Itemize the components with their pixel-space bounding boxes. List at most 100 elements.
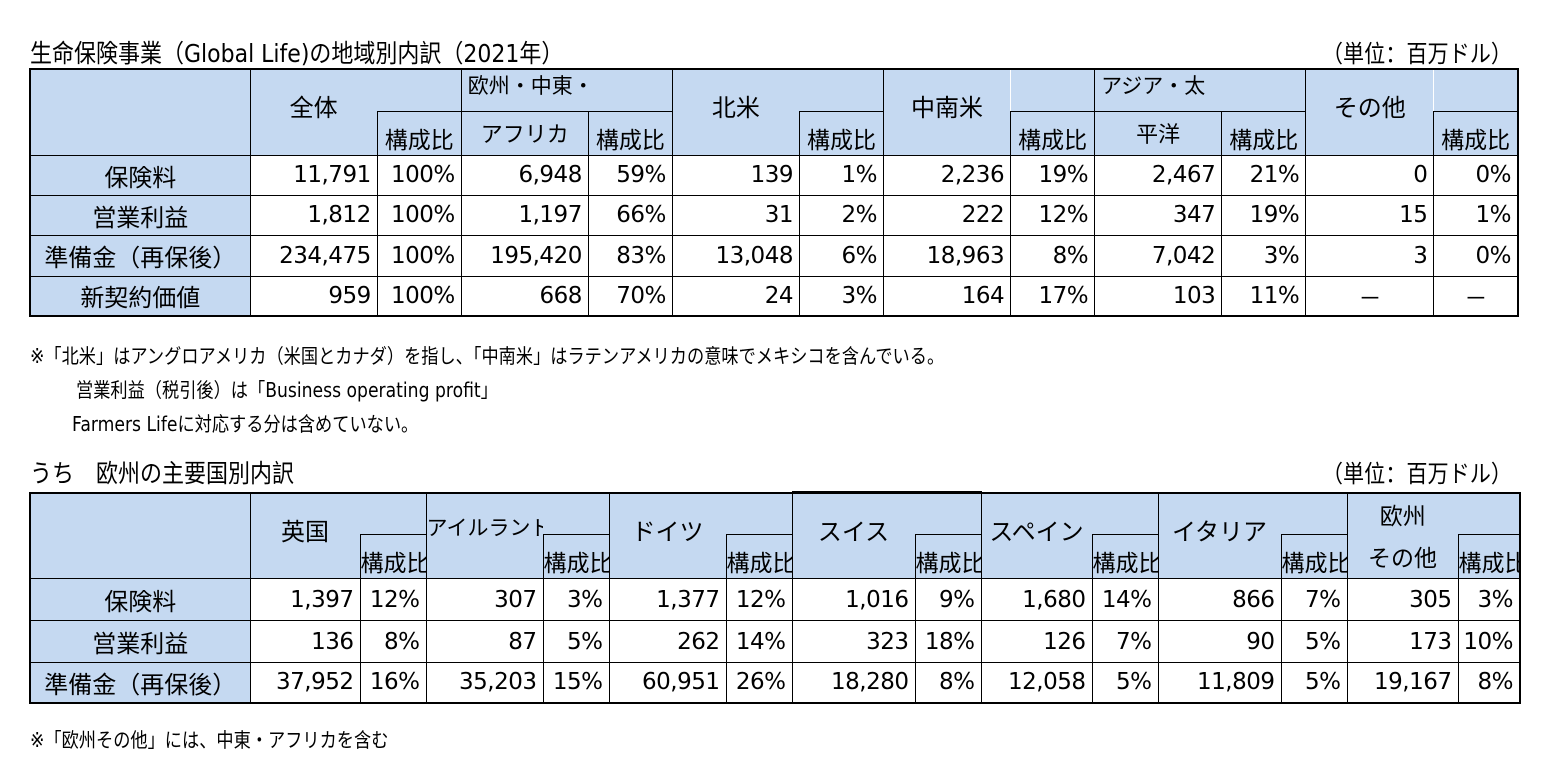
corner-cell [29, 68, 251, 156]
value-cell: 31 [671, 194, 800, 236]
value-cell: 35,203 [425, 662, 544, 703]
value-cell: 136 [249, 620, 361, 663]
note-2: 営業利益（税引後）は「Business operating profit」 [76, 378, 498, 402]
comp-header: 構成比 [376, 110, 462, 156]
value-cell: 195,420 [460, 234, 589, 277]
ratio-cell: － [1433, 275, 1519, 317]
ratio-cell: 7% [1091, 620, 1159, 663]
value-cell: 11,791 [249, 154, 378, 196]
ratio-cell: 5% [1280, 620, 1348, 663]
table-row: 新契約価値 959 100% 668 70% 24 3% 164 17% 103 11% －－ [29, 275, 1519, 317]
ratio-cell: 8% [1457, 662, 1521, 703]
table1-unit: （単位：百万ドル） [1321, 40, 1512, 68]
ratio-cell: 5% [1091, 662, 1159, 703]
ratio-cell: 8% [914, 662, 982, 703]
ratio-cell: 3% [1221, 234, 1307, 277]
ratio-cell: 14% [1091, 578, 1159, 621]
value-cell: 0 [1305, 154, 1435, 196]
ratio-cell: 1% [1433, 194, 1519, 236]
note-1: ※「北米」はアングロアメリカ（米国とカナダ）を指し、「中南米」はラテンアメリカの… [30, 344, 945, 368]
value-cell: 1,377 [608, 578, 727, 621]
ratio-cell: 19% [1010, 154, 1096, 196]
value-cell: 2,467 [1094, 154, 1223, 196]
value-cell: 164 [883, 275, 1012, 317]
region-header-other: その他 [1305, 68, 1434, 156]
value-cell: 173 [1346, 620, 1459, 663]
value-cell: 668 [460, 275, 589, 317]
value-cell: 323 [791, 620, 916, 663]
ratio-cell: 12% [1010, 194, 1096, 236]
table-row: 営業利益 1,812 100% 1,197 66% 31 2% 222 12% 347 19% 15 1… [29, 194, 1519, 236]
value-cell: 3 [1305, 234, 1435, 277]
value-cell: 1,812 [249, 194, 378, 236]
ratio-cell: 10% [1457, 620, 1521, 663]
country-header-italy: イタリア [1157, 492, 1281, 579]
table-row: 保険料 11,791 100% 6,948 59% 139 1% 2,236 19% 2,467 2… [29, 154, 1519, 196]
value-cell: 37,952 [249, 662, 361, 703]
row-label: 準備金（再保後） [29, 662, 251, 703]
value-cell: 126 [980, 620, 1093, 663]
ratio-cell: 3% [1457, 578, 1521, 621]
ratio-cell: 100% [376, 154, 462, 196]
country-table: 英国 アイルランド ドイツ スイス スペイン イタリア 欧州 構成比 構成比 構… [29, 491, 1521, 704]
region-header-apac-1: アジア・太 [1094, 68, 1222, 112]
row-label: 営業利益 [29, 194, 251, 236]
ratio-cell: 12% [725, 578, 793, 621]
value-cell: 13,048 [671, 234, 800, 277]
country-header-switzerland: スイス [791, 491, 915, 579]
table-row: 保険料 1,397 12% 307 3% 1,377 12% 1,016 9% 1,680 14% 8… [29, 578, 1521, 621]
ratio-cell: 83% [587, 234, 673, 277]
row-label: 営業利益 [29, 620, 251, 663]
corner-cell [29, 492, 251, 579]
value-cell: 2,236 [883, 154, 1012, 196]
region-header-apac-2: 平洋 [1094, 111, 1222, 156]
ratio-cell: 100% [376, 275, 462, 317]
ratio-cell: 8% [1010, 234, 1096, 277]
ratio-cell: 59% [587, 154, 673, 196]
ratio-cell: 0% [1433, 154, 1519, 196]
ratio-cell: 2% [798, 194, 885, 236]
value-cell: 90 [1157, 620, 1282, 663]
ratio-cell: 70% [587, 275, 673, 317]
value-cell: 347 [1094, 194, 1223, 236]
ratio-cell: 7% [1280, 578, 1348, 621]
comp-header: 構成比 [1091, 534, 1159, 579]
value-cell: 222 [883, 194, 1012, 236]
ratio-cell: 3% [542, 578, 610, 621]
value-cell: 1,397 [249, 578, 361, 621]
comp-header: 構成比 [542, 534, 610, 579]
ratio-cell: 8% [359, 620, 427, 663]
value-cell: 24 [671, 275, 800, 317]
region-header-north-america: 北米 [671, 68, 800, 156]
ratio-cell: 6% [798, 234, 885, 277]
value-cell: 12,058 [980, 662, 1093, 703]
value-cell: 139 [671, 154, 800, 196]
region-header-total: 全体 [249, 68, 378, 156]
country-header-ireland: アイルランド [425, 492, 543, 579]
value-cell: 234,475 [249, 234, 378, 277]
value-cell: 305 [1346, 578, 1459, 621]
row-label: 新契約価値 [29, 275, 251, 317]
ratio-cell: 17% [1010, 275, 1096, 317]
value-cell: 11,809 [1157, 662, 1282, 703]
country-header-spain: スペイン [980, 492, 1092, 579]
value-cell: 6,948 [460, 154, 589, 196]
ratio-cell: 18% [914, 620, 982, 663]
value-cell: 262 [608, 620, 727, 663]
comp-header: 構成比 [359, 534, 427, 579]
value-cell: 87 [425, 620, 544, 663]
ratio-cell: 14% [725, 620, 793, 663]
table-row: 準備金（再保後） 37,952 16% 35,203 15% 60,951 26% 18,28… [29, 662, 1521, 703]
table1-title: 生命保険事業（Global Life)の地域別内訳（2021年） [30, 39, 564, 68]
comp-header: 構成比 [798, 110, 885, 156]
footnote: ※「欧州その他」には、中東・アフリカを含む [30, 728, 389, 752]
ratio-cell: 15% [542, 662, 610, 703]
country-header-uk: 英国 [249, 492, 360, 579]
comp-header: 構成比 [1010, 110, 1096, 156]
region-header-emea-2: アフリカ [460, 111, 589, 156]
value-cell: 1,197 [460, 194, 589, 236]
row-label: 保険料 [29, 154, 251, 196]
row-label: 準備金（再保後） [29, 234, 251, 277]
comp-header: 構成比 [587, 110, 673, 156]
ratio-cell: 100% [376, 234, 462, 277]
